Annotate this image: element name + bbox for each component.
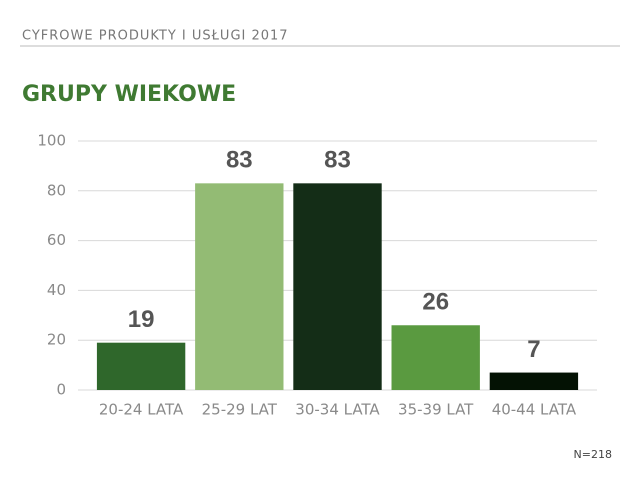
bar (195, 183, 284, 390)
y-tick-label: 60 (47, 231, 66, 249)
y-tick-label: 40 (47, 281, 66, 299)
data-label: 7 (527, 336, 540, 363)
bar (293, 183, 382, 390)
x-tick-label: 25-29 LAT (202, 401, 278, 419)
y-tick-label: 20 (47, 331, 66, 349)
y-tick-label: 100 (37, 132, 66, 150)
y-tick-label: 0 (56, 381, 66, 399)
header: CYFROWE PRODUKTY I USŁUGI 2017 (22, 29, 289, 44)
data-label: 19 (128, 306, 155, 333)
bar (96, 342, 186, 390)
note: N=218 (574, 448, 612, 461)
chart-title: GRUPY WIEKOWE (22, 82, 236, 107)
x-tick-label: 30-34 LATA (295, 401, 380, 419)
data-label: 26 (422, 289, 449, 316)
x-tick-label: 35-39 LAT (398, 401, 474, 419)
data-label: 83 (226, 147, 253, 174)
data-label: 83 (324, 147, 351, 174)
x-tick-label: 40-44 LATA (492, 401, 577, 419)
bar (489, 372, 579, 390)
bar (391, 325, 480, 390)
x-tick-label: 20-24 LATA (99, 401, 184, 419)
y-tick-label: 80 (47, 181, 66, 199)
